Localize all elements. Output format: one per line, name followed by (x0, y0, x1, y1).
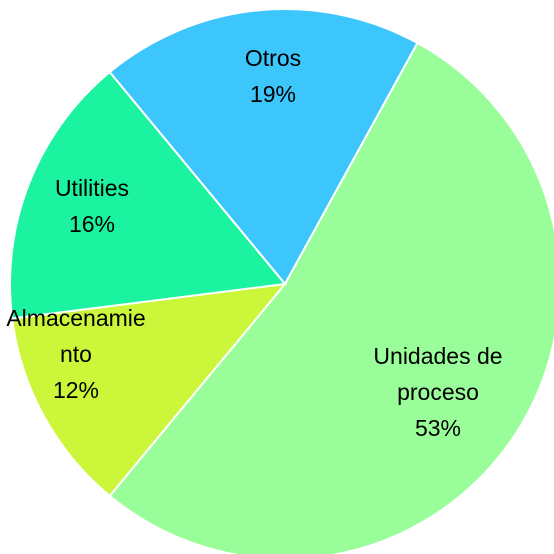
category-label: Unidades de proceso (373, 343, 503, 405)
slice-label: Unidades de proceso 53% (343, 338, 533, 446)
pie-slice (108, 8, 419, 286)
category-label: Almacenamiento (6, 305, 146, 367)
value-label: 53% (414, 415, 462, 441)
pie-slice (9, 70, 287, 320)
pie-slice (108, 41, 554, 554)
value-label: 19% (249, 81, 297, 107)
category-label: Otros (244, 45, 302, 71)
slice-label: Utilities 16% (32, 170, 152, 242)
value-label: 12% (52, 377, 100, 403)
category-label: Utilities (54, 175, 130, 201)
slice-label: Otros 19% (213, 40, 333, 112)
slice-label: Almacenamiento 12% (1, 300, 151, 408)
pie-slice (11, 282, 288, 498)
value-label: 16% (68, 211, 116, 237)
